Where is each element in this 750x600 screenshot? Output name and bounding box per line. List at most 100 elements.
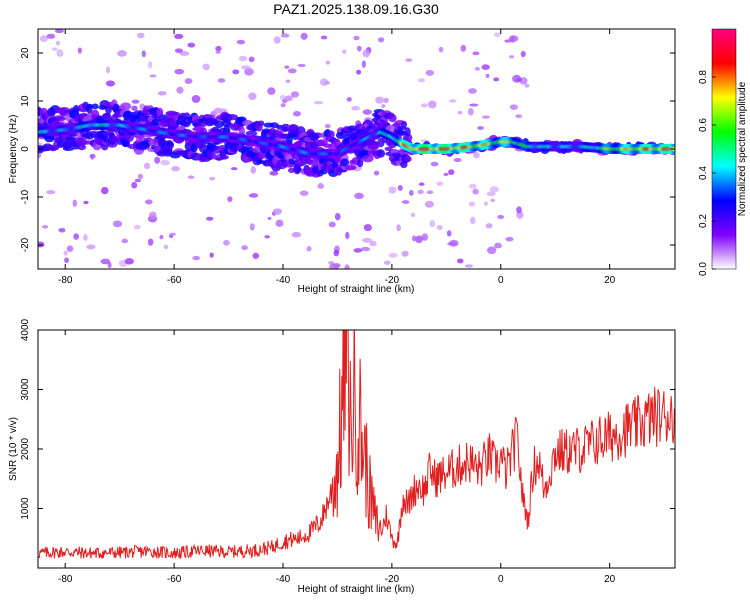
spectrogram-speckle bbox=[489, 186, 499, 193]
spectrogram-speckle bbox=[134, 178, 142, 183]
figure-title: PAZ1.2025.138.09.16.G30 bbox=[273, 1, 439, 17]
spectrogram-speckle bbox=[468, 183, 477, 189]
colorbar-tick-label: 0.4 bbox=[698, 166, 709, 180]
spectrogram-envelope bbox=[367, 144, 380, 150]
spectrogram-speckle bbox=[345, 231, 350, 240]
spectrogram-speckle bbox=[329, 263, 339, 269]
spectrogram-speckle bbox=[38, 152, 42, 159]
spectrogram-speckle bbox=[117, 50, 127, 57]
spectrogram-speckle bbox=[306, 246, 312, 252]
spectrogram-envelope bbox=[203, 114, 216, 120]
snr-x-tick-label: 20 bbox=[604, 574, 616, 585]
spectrogram-speckle bbox=[112, 220, 123, 228]
snr-y-tick-label: 4000 bbox=[20, 318, 31, 341]
spectrogram-speckle bbox=[280, 33, 290, 38]
colorbar-gradient bbox=[711, 28, 737, 270]
spectrogram-speckle bbox=[356, 45, 362, 52]
spectrogram-speckle bbox=[46, 190, 56, 195]
spectrogram-speckle bbox=[313, 100, 324, 105]
spectrogram-speckle bbox=[373, 170, 380, 176]
spectrogram-speckle bbox=[520, 50, 526, 58]
spectrogram-speckle bbox=[279, 94, 286, 101]
spectrogram-speckle bbox=[430, 161, 439, 167]
spectrogram-speckle bbox=[169, 232, 176, 236]
spectrogram-speckle bbox=[448, 169, 455, 175]
spectrogram-speckle bbox=[460, 44, 467, 52]
spectrogram-speckle bbox=[473, 151, 480, 159]
spectrogram-speckle bbox=[241, 245, 248, 251]
spectrogram-speckle bbox=[436, 225, 443, 230]
spectrogram-speckle bbox=[171, 166, 180, 172]
spectrogram-speckle bbox=[291, 231, 302, 238]
spectrogram-speckle bbox=[269, 170, 279, 176]
spectrogram-speckle bbox=[490, 198, 496, 202]
spectrogram-x-tick-label: -40 bbox=[276, 275, 291, 286]
spectrogram-speckle bbox=[421, 233, 429, 241]
spectrogram-speckle bbox=[215, 45, 222, 52]
spectrogram-speckle bbox=[272, 208, 282, 215]
spectrogram-speckle bbox=[468, 201, 476, 207]
spectrogram-envelope bbox=[109, 136, 120, 143]
spectrogram-speckle bbox=[494, 32, 501, 38]
spectrogram-speckle bbox=[509, 104, 518, 110]
spectrogram-speckle bbox=[105, 66, 110, 74]
spectrogram-speckle bbox=[238, 55, 248, 62]
spectrogram-speckle bbox=[285, 79, 291, 84]
spectrogram-envelope bbox=[70, 132, 79, 137]
spectrogram-speckle bbox=[160, 159, 171, 166]
spectrogram-speckle bbox=[468, 88, 477, 94]
snr-x-tick-label: -80 bbox=[58, 574, 73, 585]
spectrogram-speckle bbox=[292, 110, 301, 117]
spectrogram-speckle bbox=[209, 252, 214, 258]
spectrogram-speckle bbox=[280, 103, 286, 108]
spectrogram-envelope bbox=[166, 141, 173, 148]
spectrogram-speckle bbox=[362, 237, 372, 243]
spectrogram-speckle bbox=[133, 224, 141, 230]
spectrogram-speckle bbox=[300, 32, 308, 40]
spectrogram-speckle bbox=[124, 258, 134, 265]
spectrogram-speckle bbox=[227, 196, 233, 203]
spectrogram-speckle bbox=[187, 175, 195, 179]
snr-series-line bbox=[38, 330, 675, 560]
spectrogram-speckle bbox=[145, 199, 153, 205]
spectrogram-speckle bbox=[192, 255, 201, 261]
spectrogram-speckle bbox=[467, 107, 474, 116]
spectrogram-speckle bbox=[446, 230, 452, 237]
spectrogram-envelope bbox=[120, 102, 132, 110]
spectrogram-speckle bbox=[383, 260, 391, 265]
spectrogram-speckle bbox=[73, 233, 80, 240]
spectrogram-speckle bbox=[412, 235, 417, 242]
spectrogram-speckle bbox=[209, 176, 216, 181]
snr-y-tick-label: 1000 bbox=[20, 497, 31, 520]
spectrogram-speckle bbox=[477, 126, 484, 130]
spectrogram-speckle bbox=[401, 200, 410, 204]
spectrogram-speckle bbox=[131, 181, 138, 189]
spectrogram-speckle bbox=[425, 69, 435, 76]
spectrogram-y-tick-label: 20 bbox=[20, 47, 31, 59]
spectrogram-envelope bbox=[214, 120, 224, 129]
spectrogram-speckle bbox=[131, 99, 140, 104]
spectrogram-speckle bbox=[396, 224, 401, 232]
spectrogram-envelope bbox=[245, 130, 258, 136]
spectrogram-speckle bbox=[299, 190, 309, 196]
spectrogram-speckle bbox=[275, 219, 284, 227]
spectrogram-speckle bbox=[424, 200, 435, 208]
snr-y-tick-label: 3000 bbox=[20, 378, 31, 401]
spectrogram-envelope bbox=[121, 140, 130, 147]
colorbar-tick-label: 0.0 bbox=[698, 262, 709, 276]
spectrogram-speckle bbox=[401, 250, 409, 257]
spectrogram-envelope bbox=[376, 149, 386, 158]
spectrogram-envelope bbox=[388, 113, 397, 123]
spectrogram-speckle bbox=[179, 51, 190, 56]
spectrogram-envelope bbox=[156, 107, 164, 118]
spectrogram-speckle bbox=[184, 78, 193, 84]
snr-x-tick-label: -60 bbox=[167, 574, 182, 585]
spectrogram-speckle bbox=[361, 60, 366, 68]
spectrogram-speckle bbox=[46, 33, 56, 39]
spectrogram-speckle bbox=[264, 235, 271, 239]
spectrogram-envelope bbox=[91, 103, 99, 110]
snr-x-tick-label: -40 bbox=[276, 574, 291, 585]
spectrogram-envelope bbox=[288, 124, 299, 135]
spectrogram-speckle bbox=[215, 50, 221, 54]
spectrogram-speckle bbox=[147, 61, 153, 69]
